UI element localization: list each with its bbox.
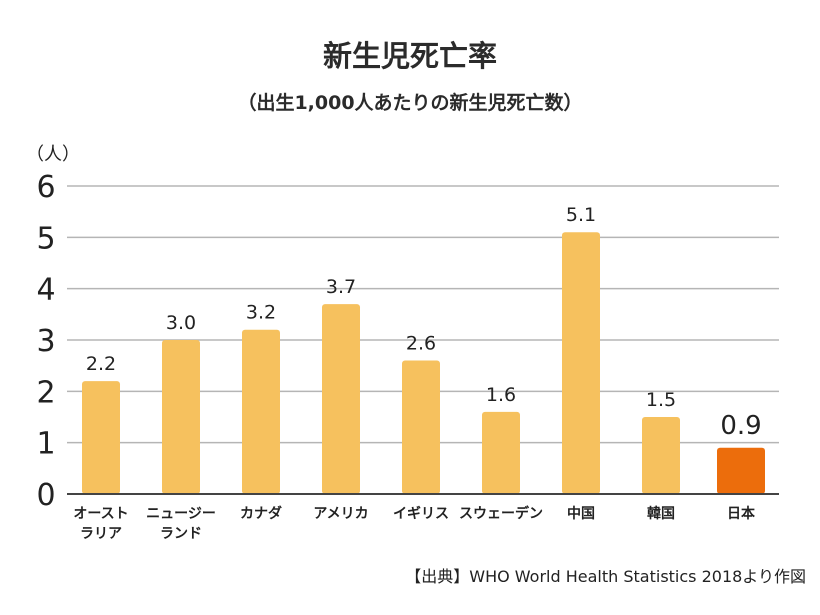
bar — [402, 360, 440, 494]
x-tick-label: ニュージー — [146, 506, 216, 522]
bar — [322, 304, 360, 494]
bar — [642, 417, 680, 494]
bar — [482, 411, 520, 494]
bar — [717, 447, 765, 494]
chart-title: 新生児死亡率 — [322, 39, 497, 73]
y-tick-label: 1 — [36, 427, 55, 462]
data-label: 5.1 — [566, 204, 596, 226]
bar — [162, 340, 200, 494]
x-tick-label: アメリカ — [313, 506, 368, 522]
bar — [82, 381, 120, 494]
data-label: 2.2 — [86, 353, 116, 375]
x-tick-label: ランド — [160, 526, 202, 542]
x-tick-label: 中国 — [567, 505, 595, 522]
data-label: 1.5 — [646, 389, 676, 411]
x-tick-label: オースト — [73, 506, 128, 522]
y-tick-label: 3 — [36, 324, 55, 359]
data-label: 2.6 — [406, 333, 436, 355]
x-tick-label: スウェーデン — [459, 505, 543, 522]
data-label: 3.2 — [246, 302, 276, 324]
x-tick-label: イギリス — [393, 505, 449, 522]
data-label: 3.7 — [326, 276, 356, 298]
source-note: 【出典】WHO World Health Statistics 2018より作図 — [405, 567, 806, 586]
x-tick-label: カナダ — [240, 505, 282, 522]
y-tick-label: 5 — [36, 221, 55, 256]
data-label: 3.0 — [166, 312, 196, 334]
data-label: 0.9 — [720, 411, 761, 441]
chart-subtitle: （出生1,000人あたりの新生児死亡数） — [237, 92, 583, 114]
x-tick-label: 韓国 — [647, 505, 675, 522]
y-tick-label: 6 — [36, 170, 55, 205]
bar — [242, 329, 280, 494]
y-tick-label: 0 — [36, 478, 55, 513]
x-tick-label: ラリア — [80, 526, 122, 542]
data-label: 1.6 — [486, 384, 516, 406]
y-axis-unit-label: （人） — [26, 144, 80, 165]
y-tick-label: 4 — [36, 273, 55, 308]
x-tick-label: 日本 — [727, 505, 756, 522]
y-tick-label: 2 — [36, 375, 55, 410]
bar — [562, 232, 600, 494]
